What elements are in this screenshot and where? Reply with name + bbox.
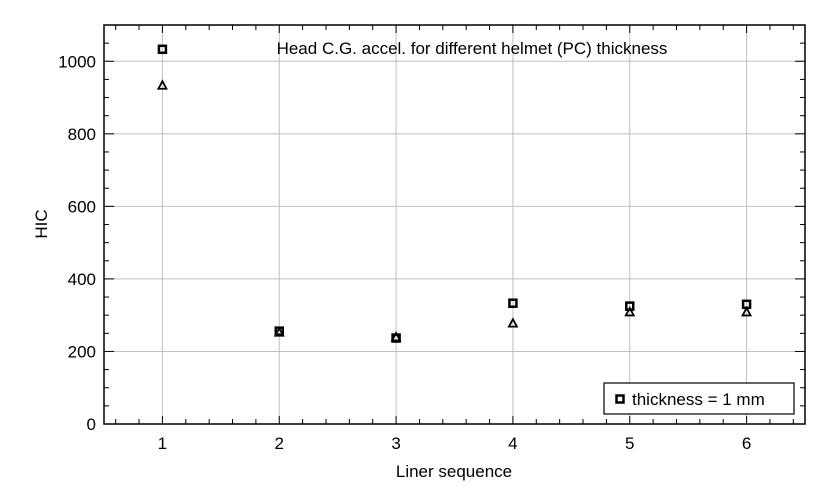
x-tick-label: 6 <box>742 434 751 453</box>
y-tick-label: 800 <box>68 125 96 144</box>
x-tick-label: 1 <box>158 434 167 453</box>
legend-square-marker <box>615 394 625 404</box>
y-tick-label: 1000 <box>58 52 96 71</box>
y-tick-label: 400 <box>68 270 96 289</box>
triangle-point <box>273 326 285 337</box>
y-tick-label: 0 <box>87 415 96 434</box>
y-tick-label: 200 <box>68 342 96 361</box>
tick-labels: 1 2 3 4 5 6 0 200 400 600 800 1000 <box>58 52 751 453</box>
x-tick-label: 2 <box>275 434 284 453</box>
triangle-point <box>624 306 636 317</box>
triangle-point <box>741 306 753 317</box>
y-axis-label: HIC <box>32 209 51 238</box>
data-points <box>156 44 753 343</box>
x-axis-label: Liner sequence <box>396 462 512 481</box>
plot-frame <box>103 24 806 425</box>
ticks <box>104 25 805 424</box>
triangle-point <box>390 331 402 342</box>
legend: thickness = 1 mm <box>603 382 795 415</box>
triangle-point <box>507 317 519 328</box>
grid <box>104 25 805 424</box>
chart-title: Head C.G. accel. for different helmet (P… <box>277 39 668 58</box>
square-point <box>508 298 518 308</box>
square-point <box>157 44 168 55</box>
x-tick-label: 4 <box>508 434 517 453</box>
legend-label: thickness = 1 mm <box>632 390 765 409</box>
legend-box <box>603 382 795 415</box>
triangle-point <box>156 79 168 90</box>
y-tick-label: 600 <box>68 197 96 216</box>
x-tick-label: 5 <box>625 434 634 453</box>
x-tick-label: 3 <box>391 434 400 453</box>
